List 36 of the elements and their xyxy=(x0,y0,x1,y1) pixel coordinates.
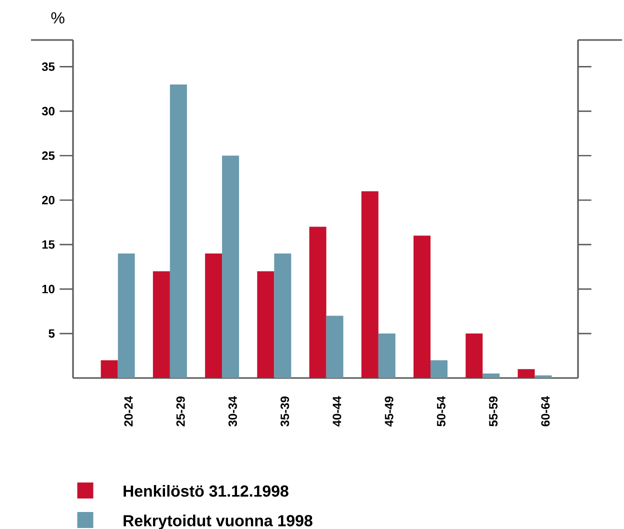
x-tick-label: 25-29 xyxy=(176,396,185,426)
x-tick-label: 45-49 xyxy=(384,396,394,427)
x-tick-label: 40-44 xyxy=(332,396,342,427)
bar xyxy=(152,271,170,378)
bar xyxy=(430,360,448,378)
bar xyxy=(326,316,344,378)
bar xyxy=(100,360,118,378)
x-tick-label: 20-24 xyxy=(124,396,133,426)
y-tick-label: 30 xyxy=(42,106,54,116)
x-tick-label: 30-34 xyxy=(228,396,237,426)
bar xyxy=(518,369,535,378)
y-tick-label: 10 xyxy=(42,284,54,294)
x-tick-label: 35-39 xyxy=(280,396,290,426)
bar xyxy=(170,84,187,378)
bar xyxy=(414,236,431,378)
x-tick-label: 50-54 xyxy=(436,396,446,426)
bar xyxy=(309,226,326,378)
bar xyxy=(222,156,240,378)
bar xyxy=(361,191,378,378)
bar xyxy=(466,334,483,378)
legend-label: Henkilöstö 31.12.1998 xyxy=(124,485,288,497)
bar xyxy=(205,253,222,378)
x-tick-label: 60-64 xyxy=(541,396,550,426)
bar xyxy=(482,374,500,378)
bar xyxy=(274,253,292,378)
bar xyxy=(534,375,552,378)
y-tick-label: 35 xyxy=(42,62,55,71)
x-tick-label: 55-59 xyxy=(489,396,498,426)
y-tick-label: 25 xyxy=(42,151,55,160)
bar xyxy=(257,271,274,378)
bar xyxy=(378,334,396,378)
bar xyxy=(118,253,135,378)
y-tick-label: 5 xyxy=(48,329,55,338)
y-tick-label: 15 xyxy=(42,240,55,249)
y-tick-label: 20 xyxy=(42,196,54,204)
y-axis-title: % xyxy=(51,12,64,24)
